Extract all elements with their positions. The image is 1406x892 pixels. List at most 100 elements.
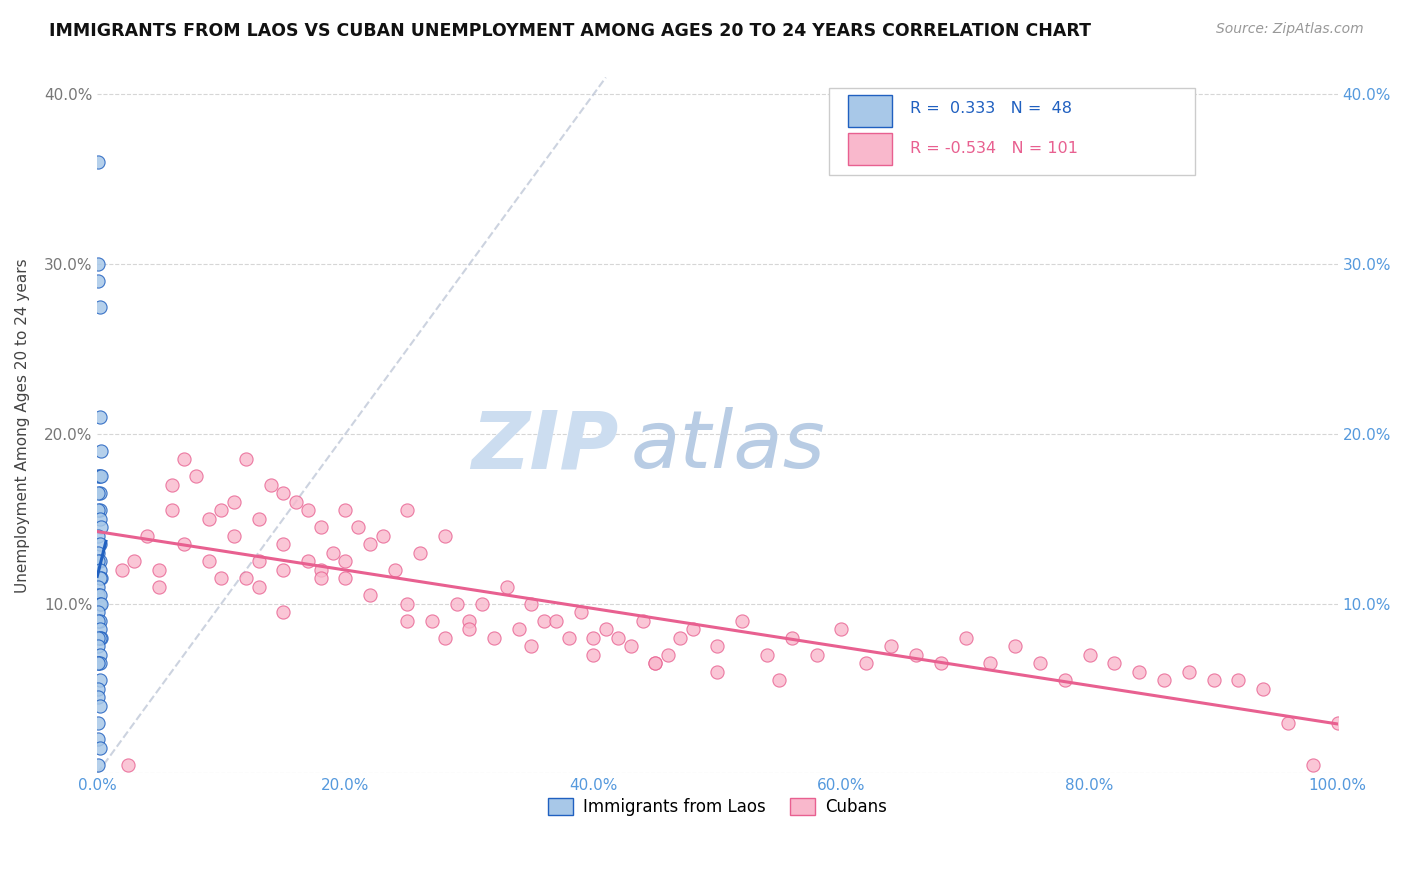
- Point: [89, 469, 111, 483]
- Point: [569, 605, 592, 619]
- Point: [482, 631, 505, 645]
- Point: [90, 469, 112, 483]
- Point: [90, 597, 112, 611]
- Point: [89, 698, 111, 713]
- Point: [87, 469, 110, 483]
- Point: [409, 546, 432, 560]
- Point: [271, 537, 294, 551]
- Point: [87, 732, 110, 747]
- Text: atlas: atlas: [631, 408, 825, 485]
- Point: [117, 758, 139, 772]
- Point: [186, 469, 208, 483]
- Point: [89, 614, 111, 628]
- Point: [89, 537, 111, 551]
- Point: [1277, 715, 1299, 730]
- Point: [87, 529, 110, 543]
- Point: [89, 503, 111, 517]
- Point: [335, 571, 357, 585]
- Point: [620, 639, 643, 653]
- Point: [89, 741, 111, 756]
- Point: [979, 656, 1001, 670]
- Point: [359, 537, 381, 551]
- Point: [89, 512, 111, 526]
- Point: [929, 656, 952, 670]
- FancyBboxPatch shape: [830, 88, 1195, 175]
- Point: [433, 631, 456, 645]
- Point: [1104, 656, 1126, 670]
- Point: [271, 486, 294, 500]
- Point: [582, 631, 605, 645]
- Point: [731, 614, 754, 628]
- Point: [90, 443, 112, 458]
- Point: [89, 571, 111, 585]
- Point: [90, 571, 112, 585]
- Point: [89, 554, 111, 568]
- Point: [124, 554, 146, 568]
- Point: [420, 614, 443, 628]
- Point: [1128, 665, 1150, 679]
- Point: [682, 622, 704, 636]
- Point: [396, 503, 419, 517]
- Point: [87, 546, 110, 560]
- Point: [87, 155, 110, 169]
- Point: [595, 622, 617, 636]
- Point: [89, 656, 111, 670]
- Point: [335, 503, 357, 517]
- Point: [508, 622, 530, 636]
- Point: [780, 631, 803, 645]
- Point: [1078, 648, 1101, 662]
- Text: R =  0.333   N =  48: R = 0.333 N = 48: [910, 102, 1071, 117]
- Point: [855, 656, 877, 670]
- Point: [297, 503, 319, 517]
- Point: [89, 648, 111, 662]
- Point: [458, 614, 481, 628]
- Point: [495, 580, 517, 594]
- Point: [247, 580, 270, 594]
- Point: [271, 605, 294, 619]
- Point: [446, 597, 468, 611]
- Point: [209, 503, 232, 517]
- Point: [309, 571, 332, 585]
- Point: [830, 622, 852, 636]
- Point: [1153, 673, 1175, 687]
- Point: [631, 614, 654, 628]
- Point: [904, 648, 927, 662]
- Point: [87, 588, 110, 602]
- Point: [198, 512, 221, 526]
- Point: [173, 537, 195, 551]
- Point: [955, 631, 977, 645]
- Point: [87, 656, 110, 670]
- Point: [309, 563, 332, 577]
- Point: [335, 554, 357, 568]
- Point: [87, 758, 110, 772]
- Point: [271, 563, 294, 577]
- Point: [148, 563, 170, 577]
- Point: [148, 580, 170, 594]
- Point: [284, 495, 307, 509]
- Point: [87, 580, 110, 594]
- Point: [89, 563, 111, 577]
- Point: [160, 503, 183, 517]
- Point: [1029, 656, 1052, 670]
- Point: [1178, 665, 1201, 679]
- Point: [87, 639, 110, 653]
- Point: [89, 622, 111, 636]
- Point: [359, 588, 381, 602]
- Point: [89, 588, 111, 602]
- Point: [582, 648, 605, 662]
- Point: [1004, 639, 1026, 653]
- Point: [471, 597, 494, 611]
- Point: [607, 631, 630, 645]
- Point: [880, 639, 903, 653]
- Point: [87, 631, 110, 645]
- Point: [1302, 758, 1324, 772]
- Point: [87, 614, 110, 628]
- Point: [173, 452, 195, 467]
- Point: [135, 529, 157, 543]
- Point: [87, 503, 110, 517]
- Point: [247, 554, 270, 568]
- Point: [371, 529, 394, 543]
- Point: [756, 648, 779, 662]
- Point: [557, 631, 579, 645]
- Point: [89, 300, 111, 314]
